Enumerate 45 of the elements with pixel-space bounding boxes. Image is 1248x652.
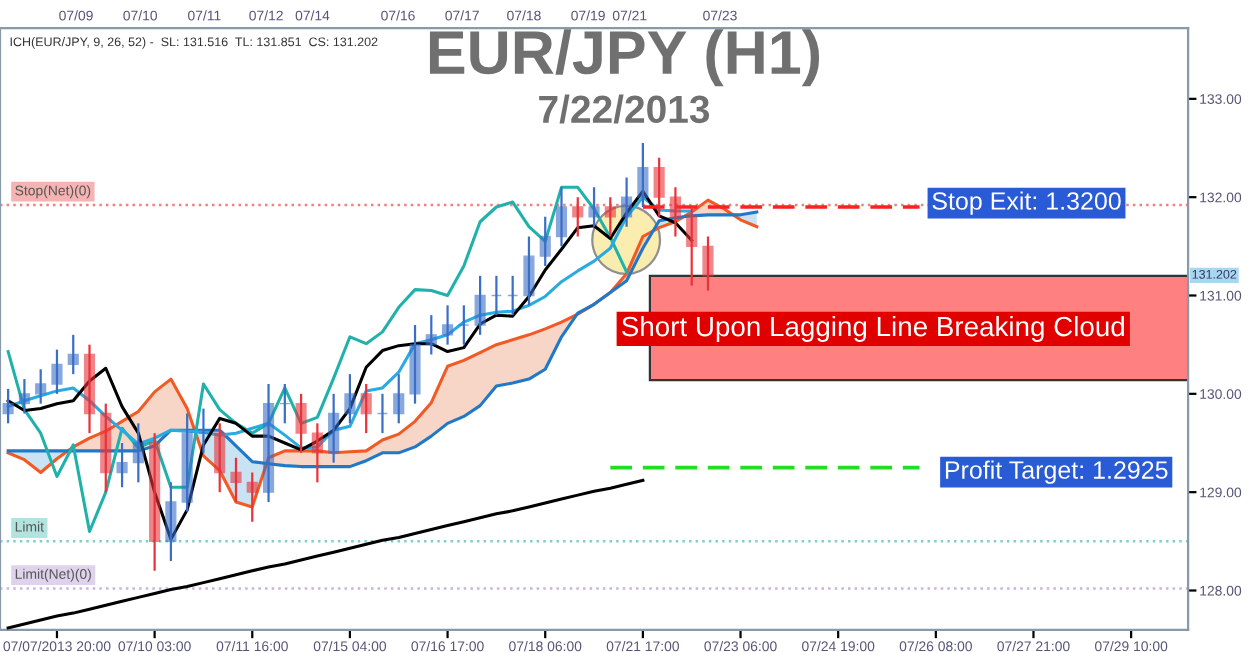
candlestick: [181, 412, 193, 513]
candlestick: [83, 343, 96, 435]
candlestick: [246, 471, 258, 523]
candlestick: [604, 196, 616, 238]
chart-title: EUR/JPY (H1): [429, 29, 820, 87]
candlestick: [555, 186, 568, 248]
candlestick: [132, 422, 144, 484]
candlestick: [621, 176, 633, 228]
candlestick: [230, 456, 242, 504]
text: 7/22/2013: [539, 94, 710, 124]
candlestick: [100, 402, 112, 494]
candlestick: [425, 314, 437, 356]
annotation: Stop Exit: 1.3200: [932, 191, 1121, 215]
candlestick: [653, 156, 665, 218]
candlestick: [539, 215, 551, 268]
candlestick: [360, 382, 372, 435]
candlestick: [669, 186, 682, 238]
line-series: [6, 478, 645, 630]
candlestick: [686, 205, 698, 287]
candlestick: [328, 392, 340, 464]
candlestick: [18, 377, 30, 415]
candlestick: [51, 348, 63, 395]
candlestick: [67, 333, 79, 376]
candlestick: [474, 274, 486, 336]
candlestick: [588, 186, 600, 228]
candlestick: [409, 323, 421, 405]
line-series: [6, 198, 759, 509]
candlestick: [572, 196, 584, 238]
candlestick: [2, 387, 14, 425]
annotation: Short Upon Lagging Line Breaking Cloud: [622, 315, 1124, 342]
candlestick: [165, 481, 177, 563]
candlestick: [393, 373, 405, 425]
candlestick: [295, 392, 307, 454]
candlestick: [702, 235, 714, 292]
candlestick: [35, 368, 47, 405]
candlestick: [344, 373, 356, 425]
candlestick: [311, 422, 323, 484]
candlestick: [523, 235, 535, 307]
candlestick: [262, 382, 275, 504]
candlestick: [149, 432, 161, 572]
candlestick: [637, 141, 649, 209]
candlestick: [441, 304, 454, 346]
candlestick: [116, 441, 128, 489]
candlestick: [214, 422, 226, 494]
annotation: Profit Target: 1.2925: [945, 460, 1168, 484]
